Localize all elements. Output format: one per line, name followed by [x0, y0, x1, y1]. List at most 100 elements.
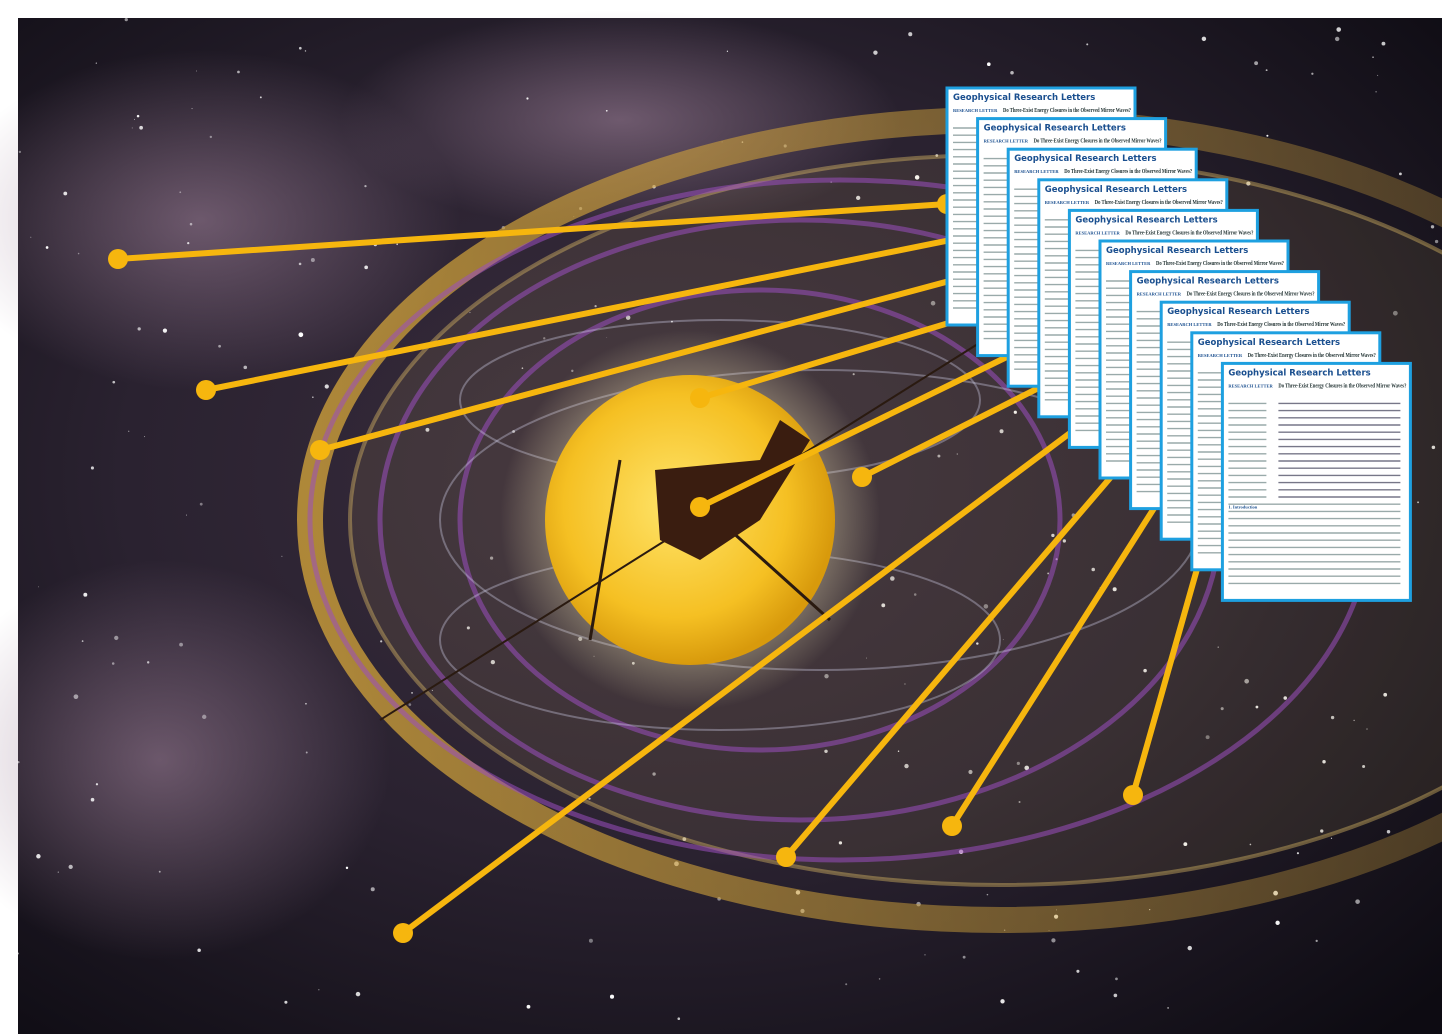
- star: [1315, 939, 1318, 943]
- star: [588, 938, 593, 943]
- star: [908, 32, 913, 37]
- star: [95, 62, 97, 64]
- connector-end: [690, 388, 710, 408]
- star: [45, 246, 49, 249]
- star: [986, 893, 989, 896]
- article-type: RESEARCH LETTER: [1137, 292, 1182, 297]
- star: [408, 703, 412, 706]
- star: [431, 689, 433, 691]
- star: [1275, 920, 1280, 925]
- star: [218, 344, 221, 348]
- star: [355, 991, 361, 997]
- star: [396, 243, 398, 246]
- connector-end: [1123, 785, 1143, 805]
- connectors: [108, 194, 1233, 943]
- star: [976, 642, 979, 645]
- star: [304, 50, 307, 52]
- star: [1296, 852, 1300, 855]
- star: [305, 751, 308, 754]
- star: [824, 749, 828, 754]
- star: [1330, 837, 1333, 839]
- star: [114, 635, 119, 641]
- star: [1366, 728, 1368, 730]
- star: [1010, 70, 1014, 75]
- star: [179, 642, 183, 647]
- star: [1377, 74, 1379, 76]
- star: [1016, 761, 1020, 765]
- star: [90, 466, 94, 470]
- journal-name: Geophysical Research Letters: [1014, 154, 1156, 164]
- star: [824, 673, 829, 679]
- star: [1372, 56, 1374, 58]
- nebula: [340, 10, 900, 230]
- star: [1254, 61, 1259, 66]
- star: [112, 380, 116, 384]
- star: [890, 576, 895, 581]
- star: [1244, 678, 1250, 684]
- connector-end: [852, 467, 872, 487]
- star: [1334, 36, 1340, 42]
- star: [1183, 842, 1188, 847]
- star: [1434, 239, 1439, 244]
- star: [1167, 1007, 1169, 1009]
- nebula: [0, 560, 390, 960]
- connector-end: [690, 497, 710, 517]
- star: [1322, 760, 1326, 764]
- star: [1398, 172, 1402, 176]
- star: [305, 702, 307, 705]
- star: [1381, 41, 1386, 46]
- star: [1220, 707, 1224, 711]
- star: [1417, 501, 1420, 504]
- star: [1283, 696, 1287, 700]
- paper-stack: Geophysical Research Letters RESEARCH LET…: [945, 86, 1412, 602]
- star: [380, 640, 383, 643]
- star: [866, 657, 867, 659]
- star: [962, 955, 966, 959]
- paper-title: Do Three-Exist Energy Closures in the Ob…: [1248, 352, 1376, 359]
- star: [370, 887, 375, 892]
- article-type: RESEARCH LETTER: [953, 108, 998, 113]
- star: [682, 837, 687, 841]
- star: [1383, 692, 1388, 697]
- connector: [317, 262, 1012, 453]
- connector-end: [776, 847, 796, 867]
- journal-name: Geophysical Research Letters: [1106, 246, 1248, 256]
- star: [209, 135, 213, 139]
- star: [1112, 587, 1117, 592]
- star: [904, 763, 909, 769]
- star: [17, 760, 20, 764]
- article-type: RESEARCH LETTER: [1045, 200, 1090, 205]
- star: [179, 191, 182, 194]
- article-type: RESEARCH LETTER: [1106, 261, 1151, 266]
- connector-end: [942, 816, 962, 836]
- star: [1265, 69, 1268, 72]
- star: [1430, 225, 1435, 229]
- star: [199, 502, 203, 506]
- star: [1320, 829, 1324, 833]
- star: [606, 337, 608, 338]
- article-type: RESEARCH LETTER: [1198, 353, 1243, 358]
- star: [490, 659, 496, 665]
- article-type: RESEARCH LETTER: [984, 139, 1029, 144]
- star: [38, 586, 40, 588]
- journal-name: Geophysical Research Letters: [1228, 368, 1370, 378]
- star: [1187, 945, 1192, 951]
- star: [1051, 938, 1056, 943]
- star: [68, 864, 73, 870]
- star: [1431, 445, 1436, 450]
- star: [131, 127, 133, 129]
- journal-name: Geophysical Research Letters: [1075, 215, 1217, 225]
- article-type: RESEARCH LETTER: [1075, 230, 1120, 235]
- star: [986, 62, 991, 67]
- star: [90, 797, 95, 802]
- star: [968, 769, 973, 775]
- star: [83, 592, 88, 597]
- star: [852, 373, 855, 376]
- connector: [400, 384, 1134, 936]
- star: [904, 683, 906, 685]
- paper-title: Do Three-Exist Energy Closures in the Ob…: [1095, 199, 1223, 206]
- connector-end: [393, 923, 413, 943]
- star: [1000, 999, 1005, 1004]
- star: [609, 994, 615, 999]
- star: [512, 430, 515, 433]
